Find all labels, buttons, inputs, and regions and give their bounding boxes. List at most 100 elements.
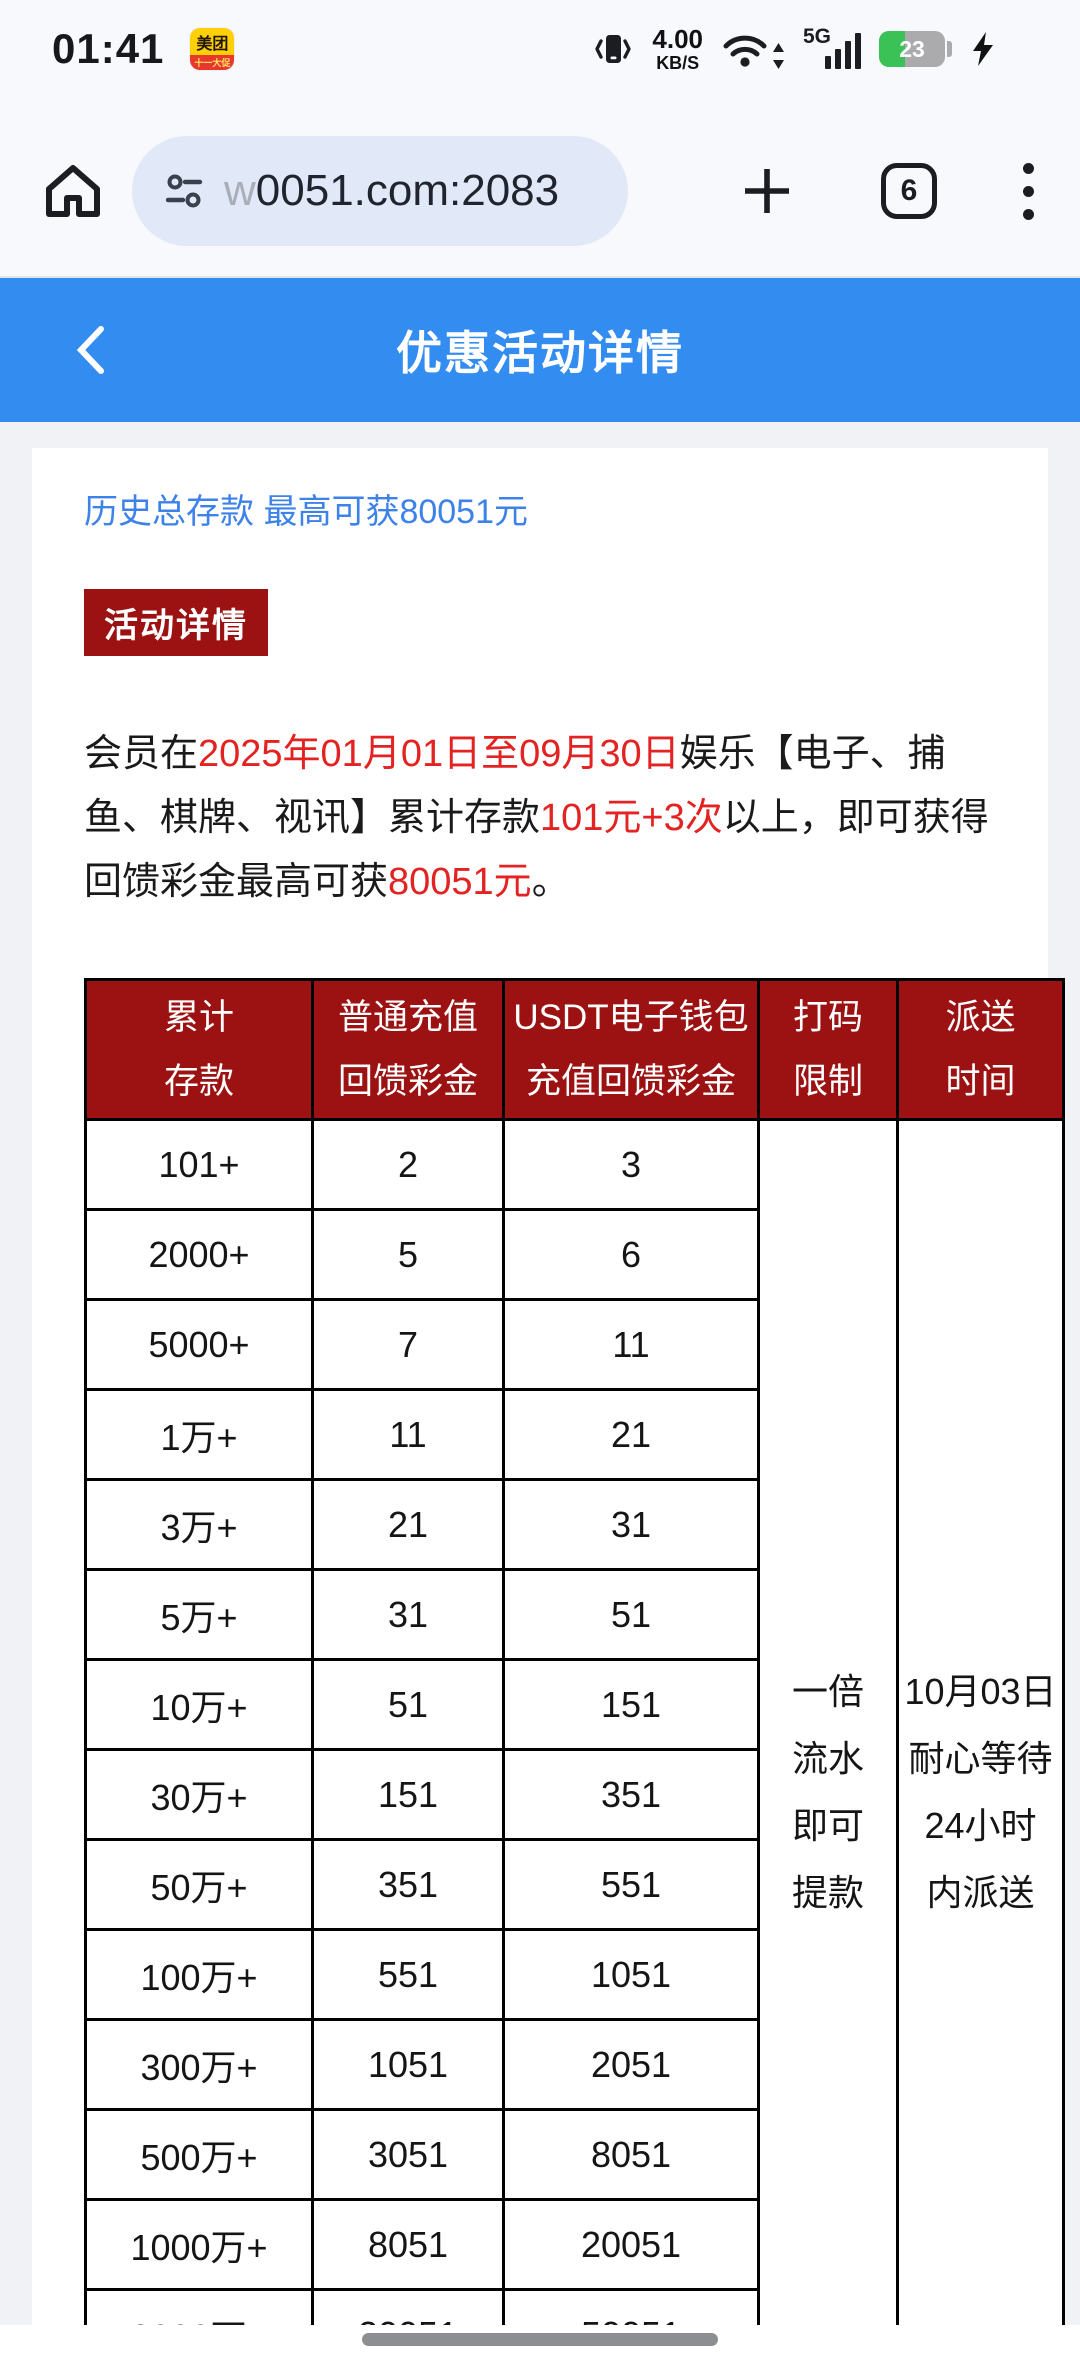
table-cell: 21 <box>502 1388 760 1481</box>
col-header-wager-limit: 打码 限制 <box>757 978 899 1121</box>
table-row: 500万+ 3051 8051 <box>84 2108 1064 2201</box>
home-icon <box>46 165 100 217</box>
browser-menu-button[interactable] <box>1023 162 1034 220</box>
body-text: 。 <box>531 861 570 903</box>
table-cell: 3051 <box>311 2108 505 2201</box>
gesture-handle[interactable] <box>362 2333 718 2346</box>
url-domain: 0051.com:2083 <box>255 166 560 215</box>
table-header-row: 累计 存款 普通充值 回馈彩金 USDT电子钱包 充值回馈彩金 打码 限制 派送… <box>84 978 1065 1121</box>
table-cell: 51 <box>502 1568 760 1661</box>
table-row: 2000万+2005150051 <box>84 2288 1064 2325</box>
highlight-text: 2025年01月01日至09月30日 <box>198 733 680 775</box>
back-chevron-icon <box>76 326 104 374</box>
browser-toolbar: w0051.com:2083 6 <box>0 92 1080 278</box>
back-button[interactable] <box>72 322 110 378</box>
table-row: 5000+ 7 11 <box>84 1298 1064 1391</box>
rebate-table-head: 累计 存款 普通充值 回馈彩金 USDT电子钱包 充值回馈彩金 打码 限制 派送… <box>84 978 1065 1121</box>
table-row: 2000+ 5 6 <box>84 1208 1064 1301</box>
battery-indicator: 23 <box>879 31 952 67</box>
table-cell: 31 <box>502 1478 760 1571</box>
highlight-text: 101元+3次 <box>540 797 723 839</box>
table-cell: 8051 <box>311 2198 505 2291</box>
tab-count: 6 <box>900 174 918 207</box>
network-speed-unit: KB/S <box>656 53 700 73</box>
table-cell: 7 <box>311 1298 505 1391</box>
tab-switcher-button[interactable]: 6 <box>881 163 937 219</box>
network-speed-value: 4.00 <box>652 24 703 54</box>
table-cell: 5000+ <box>84 1298 314 1391</box>
network-speed-indicator: 4.00 KB/S <box>652 26 703 72</box>
body-text: 会员在 <box>84 733 199 775</box>
table-cell: 20051 <box>311 2288 505 2325</box>
cellular-signal-icon: 5G <box>803 25 861 71</box>
wifi-updown-arrows <box>773 43 784 69</box>
table-cell: 2000万+ <box>84 2288 314 2325</box>
activity-detail-badge: 活动详情 <box>84 589 268 656</box>
table-cell: 2051 <box>502 2018 760 2111</box>
battery-fill <box>879 31 906 67</box>
table-cell: 2000+ <box>84 1208 314 1301</box>
url-text[interactable]: w0051.com:2083 <box>224 166 559 216</box>
table-row: 3万+ 21 31 <box>84 1478 1064 1571</box>
table-cell: 151 <box>502 1658 760 1751</box>
table-cell: 11 <box>311 1388 505 1481</box>
table-cell: 351 <box>502 1748 760 1841</box>
table-row: 100万+ 551 1051 <box>84 1928 1064 2021</box>
col-header-deposit: 累计 存款 <box>84 978 314 1121</box>
meituan-banner-text: 十一大促 <box>190 55 235 70</box>
status-bar: 01:41 美团 十一大促 4.00 KB/S <box>0 0 1080 92</box>
table-cell: 1000万+ <box>84 2198 314 2291</box>
plus-icon <box>745 169 789 213</box>
table-cell: 21 <box>311 1478 505 1571</box>
status-bar-left: 01:41 美团 十一大促 <box>52 25 235 73</box>
col-header-delivery-time: 派送 时间 <box>896 978 1065 1121</box>
status-bar-right: 4.00 KB/S 5G <box>592 25 996 72</box>
activity-paragraph: 会员在2025年01月01日至09月30日娱乐【电子、捕鱼、棋牌、视讯】累计存款… <box>84 722 1002 914</box>
table-row: 1万+ 11 21 <box>84 1388 1064 1481</box>
charging-bolt-icon <box>970 31 996 67</box>
rebate-table: 累计 存款 普通充值 回馈彩金 USDT电子钱包 充值回馈彩金 打码 限制 派送… <box>84 978 1065 2325</box>
url-subdomain: w <box>224 166 256 215</box>
table-cell: 100万+ <box>84 1928 314 2021</box>
table-cell: 2 <box>311 1118 505 1211</box>
col-header-usdt-rebate: USDT电子钱包 充值回馈彩金 <box>502 978 760 1121</box>
history-deposit-link[interactable]: 历史总存款 最高可获80051元 <box>84 493 528 531</box>
page-header: 优惠活动详情 <box>0 278 1080 422</box>
wager-limit-cell: 一倍 流水 即可 提款 <box>757 1118 899 2325</box>
site-settings-tune-icon[interactable] <box>164 171 204 211</box>
home-button[interactable] <box>38 160 108 222</box>
table-cell: 50万+ <box>84 1838 314 1931</box>
col-header-normal-rebate: 普通充值 回馈彩金 <box>311 978 505 1121</box>
table-cell: 1051 <box>311 2018 505 2111</box>
table-cell: 101+ <box>84 1118 314 1211</box>
url-bar[interactable]: w0051.com:2083 <box>132 136 628 246</box>
table-cell: 3万+ <box>84 1478 314 1571</box>
highlight-text: 80051元 <box>388 861 532 903</box>
battery-nub <box>947 41 952 57</box>
wifi-icon <box>721 28 785 70</box>
page-content-area: 历史总存款 最高可获80051元 活动详情 会员在2025年01月01日至09月… <box>0 422 1080 2325</box>
new-tab-button[interactable] <box>741 165 793 217</box>
table-cell: 51 <box>311 1658 505 1751</box>
table-row: 50万+ 351 551 <box>84 1838 1064 1931</box>
table-row: 5万+ 31 51 <box>84 1568 1064 1661</box>
battery-percent: 23 <box>899 35 925 62</box>
table-cell: 10万+ <box>84 1658 314 1751</box>
meituan-notification-icon: 美团 十一大促 <box>190 28 235 70</box>
clock: 01:41 <box>52 25 165 72</box>
network-type-label: 5G <box>803 25 832 48</box>
table-cell: 300万+ <box>84 2018 314 2111</box>
table-cell: 551 <box>311 1928 505 2021</box>
page-title: 优惠活动详情 <box>396 327 684 379</box>
browser-viewport: 01:41 美团 十一大促 4.00 KB/S <box>0 0 1080 2325</box>
body-text: 以上，即可获得回馈彩金最高可获 <box>84 797 989 903</box>
table-cell: 351 <box>311 1838 505 1931</box>
delivery-time-cell: 10月03日 耐心等待 24小时 内派送 <box>896 1118 1065 2325</box>
table-row: 30万+ 151 351 <box>84 1748 1064 1841</box>
table-row: 300万+ 1051 2051 <box>84 2018 1064 2111</box>
table-cell: 8051 <box>502 2108 760 2201</box>
table-cell: 5 <box>311 1208 505 1301</box>
body-text: 娱乐【电子、捕鱼、棋牌、视讯】累计存款 <box>84 733 946 839</box>
table-cell: 1051 <box>502 1928 760 2021</box>
